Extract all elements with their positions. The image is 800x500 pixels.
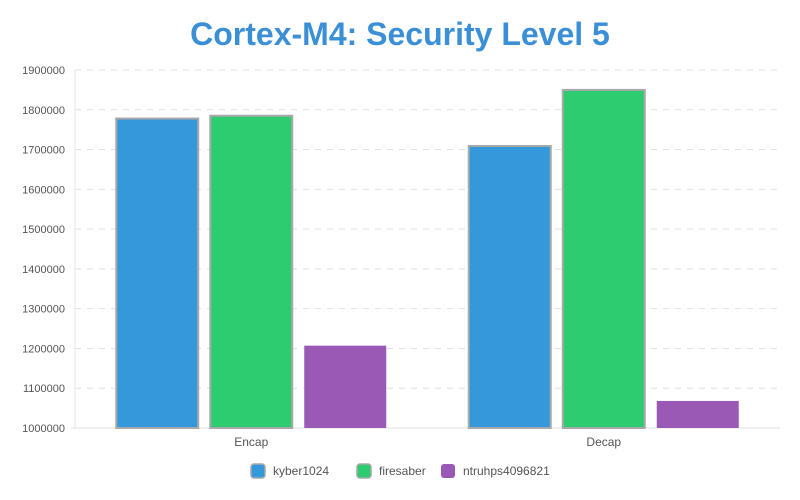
x-tick-label: Decap [586,435,621,449]
bars [115,88,739,429]
legend[interactable]: kyber1024 firesaber ntruhps4096821 [250,463,550,479]
y-tick-label: 1100000 [23,383,65,395]
bar-ntruhps4096821-encap[interactable] [304,345,387,428]
y-tick-label: 1200000 [22,343,65,355]
bar-kyber1024-decap[interactable] [467,144,552,429]
y-tick-label: 1700000 [22,145,65,157]
bar-firesaber-decap[interactable] [561,88,646,429]
y-tick-label: 1000000 [22,423,65,435]
legend-label: ntruhps4096821 [463,464,550,478]
grid-lines [75,69,780,389]
bar-kyber1024-encap[interactable] [115,117,200,429]
legend-label: firesaber [379,464,426,478]
x-tick-label: Encap [234,435,268,449]
y-tick-label: 1300000 [22,304,65,316]
legend-item-firesaber[interactable]: firesaber [356,463,426,479]
axis-labels: 1000000 1100000 1200000 1300000 1400000 15000… [22,65,621,449]
y-tick-label: 1400000 [22,264,65,276]
legend-swatch [441,464,455,478]
y-tick-label: 1500000 [22,224,65,236]
y-tick-label: 1600000 [22,184,65,196]
bar-firesaber-encap[interactable] [209,114,294,429]
legend-swatch [250,463,266,479]
legend-label: kyber1024 [273,464,329,478]
y-tick-label: 1800000 [22,105,65,117]
legend-item-kyber1024[interactable]: kyber1024 [250,463,329,479]
y-tick-label: 1900000 [22,65,65,77]
legend-item-ntruhps4096821[interactable]: ntruhps4096821 [441,464,550,478]
bar-ntruhps4096821-decap[interactable] [656,400,739,428]
legend-swatch [356,463,372,479]
chart-title: Cortex-M4: Security Level 5 [190,16,610,52]
